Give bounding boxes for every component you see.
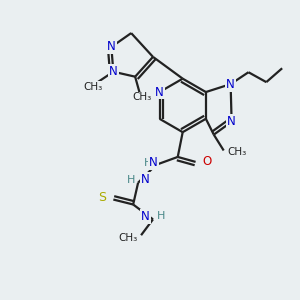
Text: S: S — [98, 191, 106, 204]
Text: N: N — [155, 85, 164, 98]
Text: N: N — [141, 173, 150, 186]
Text: N: N — [227, 115, 236, 128]
Text: N: N — [107, 40, 116, 53]
Text: N: N — [226, 78, 235, 91]
Text: H: H — [144, 158, 152, 168]
Text: O: O — [202, 155, 212, 168]
Text: H: H — [157, 212, 165, 221]
Text: CH₃: CH₃ — [119, 233, 138, 243]
Text: CH₃: CH₃ — [228, 148, 247, 158]
Text: N: N — [109, 65, 118, 78]
Text: N: N — [141, 210, 150, 223]
Text: CH₃: CH₃ — [83, 82, 102, 92]
Text: CH₃: CH₃ — [132, 92, 152, 103]
Text: N: N — [149, 156, 158, 170]
Text: H: H — [127, 175, 135, 185]
